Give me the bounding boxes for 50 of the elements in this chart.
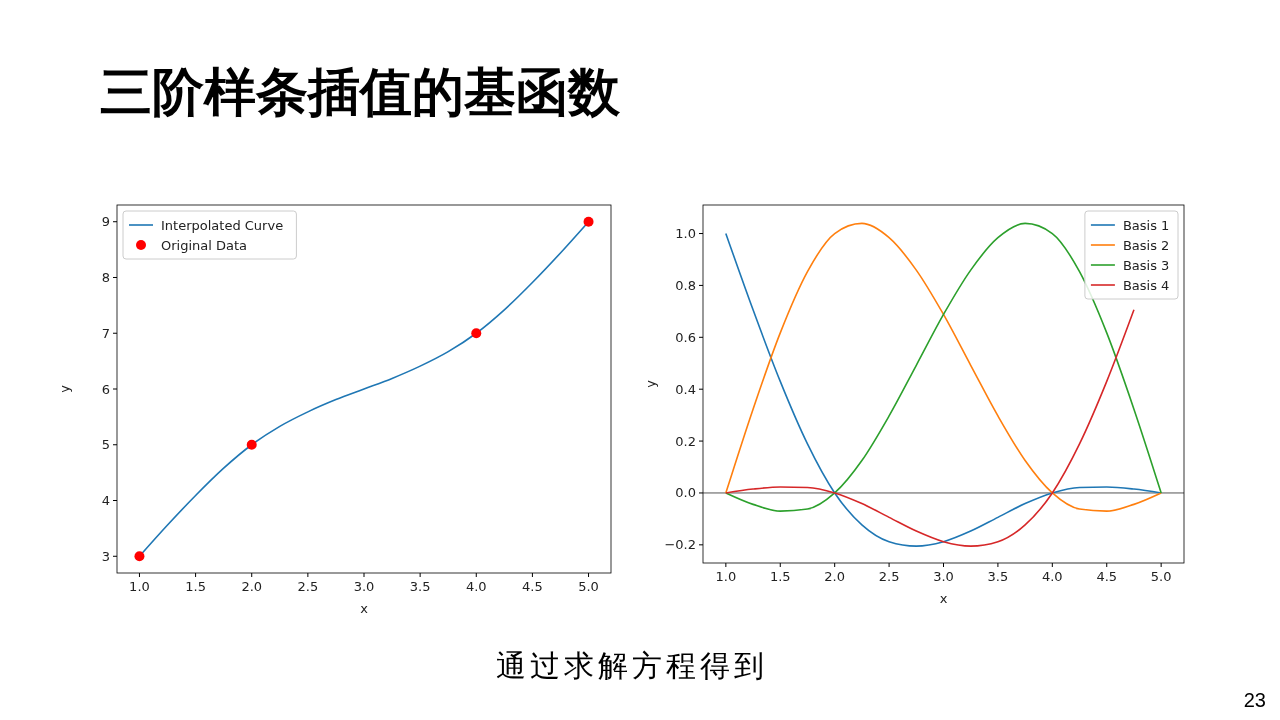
x-tick-label: 3.5 xyxy=(409,579,431,594)
line-series xyxy=(725,309,1135,547)
legend-label: Basis 3 xyxy=(1122,257,1170,273)
y-tick-label: 6 xyxy=(101,381,110,397)
y-tick-label: 0.2 xyxy=(675,433,696,449)
y-tick-label: 4 xyxy=(101,493,110,509)
y-tick-label: 5 xyxy=(101,437,110,453)
x-tick-label: 1.5 xyxy=(185,579,206,594)
x-tick-label: 2.0 xyxy=(824,569,846,584)
y-tick-label: 9 xyxy=(101,214,110,230)
y-tick-label: 0.6 xyxy=(675,329,696,345)
x-tick-label: 5.0 xyxy=(578,579,599,594)
y-axis-title: y xyxy=(57,384,72,393)
text: 23 xyxy=(1243,689,1266,711)
chart-title: 三阶样条插值的基函数 xyxy=(100,64,621,121)
point xyxy=(246,439,257,450)
legend-label: Basis 2 xyxy=(1122,237,1170,253)
y-axis-title: y xyxy=(643,379,658,388)
point xyxy=(471,328,482,339)
y-tick-label: 7 xyxy=(101,325,110,341)
legend-label: Interpolated Curve xyxy=(161,217,284,233)
point xyxy=(134,551,145,562)
x-tick-label: 3.0 xyxy=(933,569,954,584)
y-tick-label: 0.8 xyxy=(675,277,696,293)
x-tick-label: 4.0 xyxy=(465,579,487,594)
y-tick-label: 8 xyxy=(101,269,110,285)
y-tick-label: −0.2 xyxy=(664,537,696,553)
legend-label: Basis 1 xyxy=(1122,217,1170,233)
x-axis-title: x xyxy=(360,601,369,616)
x-tick-label: 2.5 xyxy=(297,579,319,594)
legend-label: Basis 4 xyxy=(1122,277,1170,293)
y-tick-label: 0.4 xyxy=(675,381,696,397)
x-tick-label: 2.5 xyxy=(878,569,900,584)
y-tick-label: 1.0 xyxy=(675,226,696,242)
x-tick-label: 5.0 xyxy=(1150,569,1172,584)
point xyxy=(583,216,594,227)
x-tick-label: 3.0 xyxy=(353,579,375,594)
x-tick-label: 4.5 xyxy=(1096,569,1118,584)
x-tick-label: 2.0 xyxy=(241,579,263,594)
x-tick-label: 4.5 xyxy=(522,579,543,594)
y-tick-label: 0.0 xyxy=(675,485,696,501)
x-tick-label: 3.5 xyxy=(987,569,1009,584)
x-tick-label: 1.0 xyxy=(715,569,737,584)
legend-label: Original Data xyxy=(161,237,248,253)
y-tick-label: 3 xyxy=(101,548,110,564)
x-tick-label: 1.5 xyxy=(769,569,791,584)
x-tick-label: 4.0 xyxy=(1041,569,1063,584)
text: 通过求解方程得到 xyxy=(496,649,768,682)
x-tick-label: 1.0 xyxy=(129,579,150,594)
x-axis-title: x xyxy=(939,591,948,606)
